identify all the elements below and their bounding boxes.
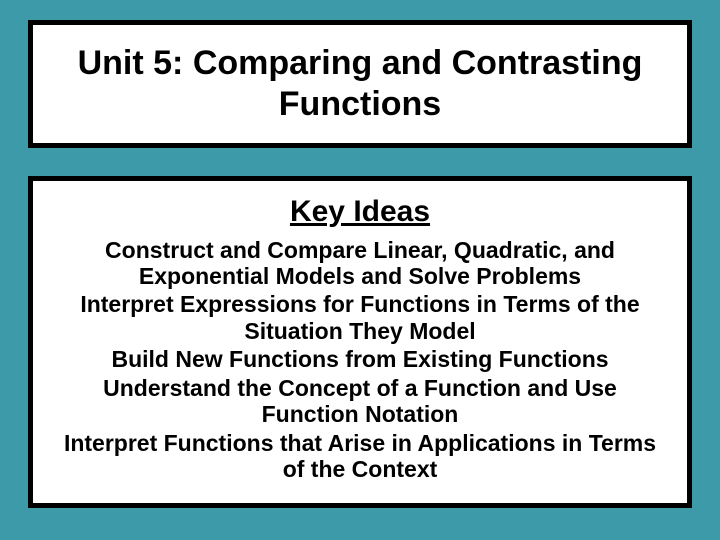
slide-title: Unit 5: Comparing and Contrasting Functi…	[63, 43, 657, 125]
key-idea: Interpret Expressions for Functions in T…	[55, 291, 665, 344]
key-idea: Build New Functions from Existing Functi…	[55, 346, 665, 372]
subtitle: Key Ideas	[55, 195, 665, 229]
key-idea: Construct and Compare Linear, Quadratic,…	[55, 237, 665, 290]
content-box: Key Ideas Construct and Compare Linear, …	[28, 176, 692, 508]
key-idea: Understand the Concept of a Function and…	[55, 375, 665, 428]
key-idea: Interpret Functions that Arise in Applic…	[55, 430, 665, 483]
title-box: Unit 5: Comparing and Contrasting Functi…	[28, 20, 692, 148]
